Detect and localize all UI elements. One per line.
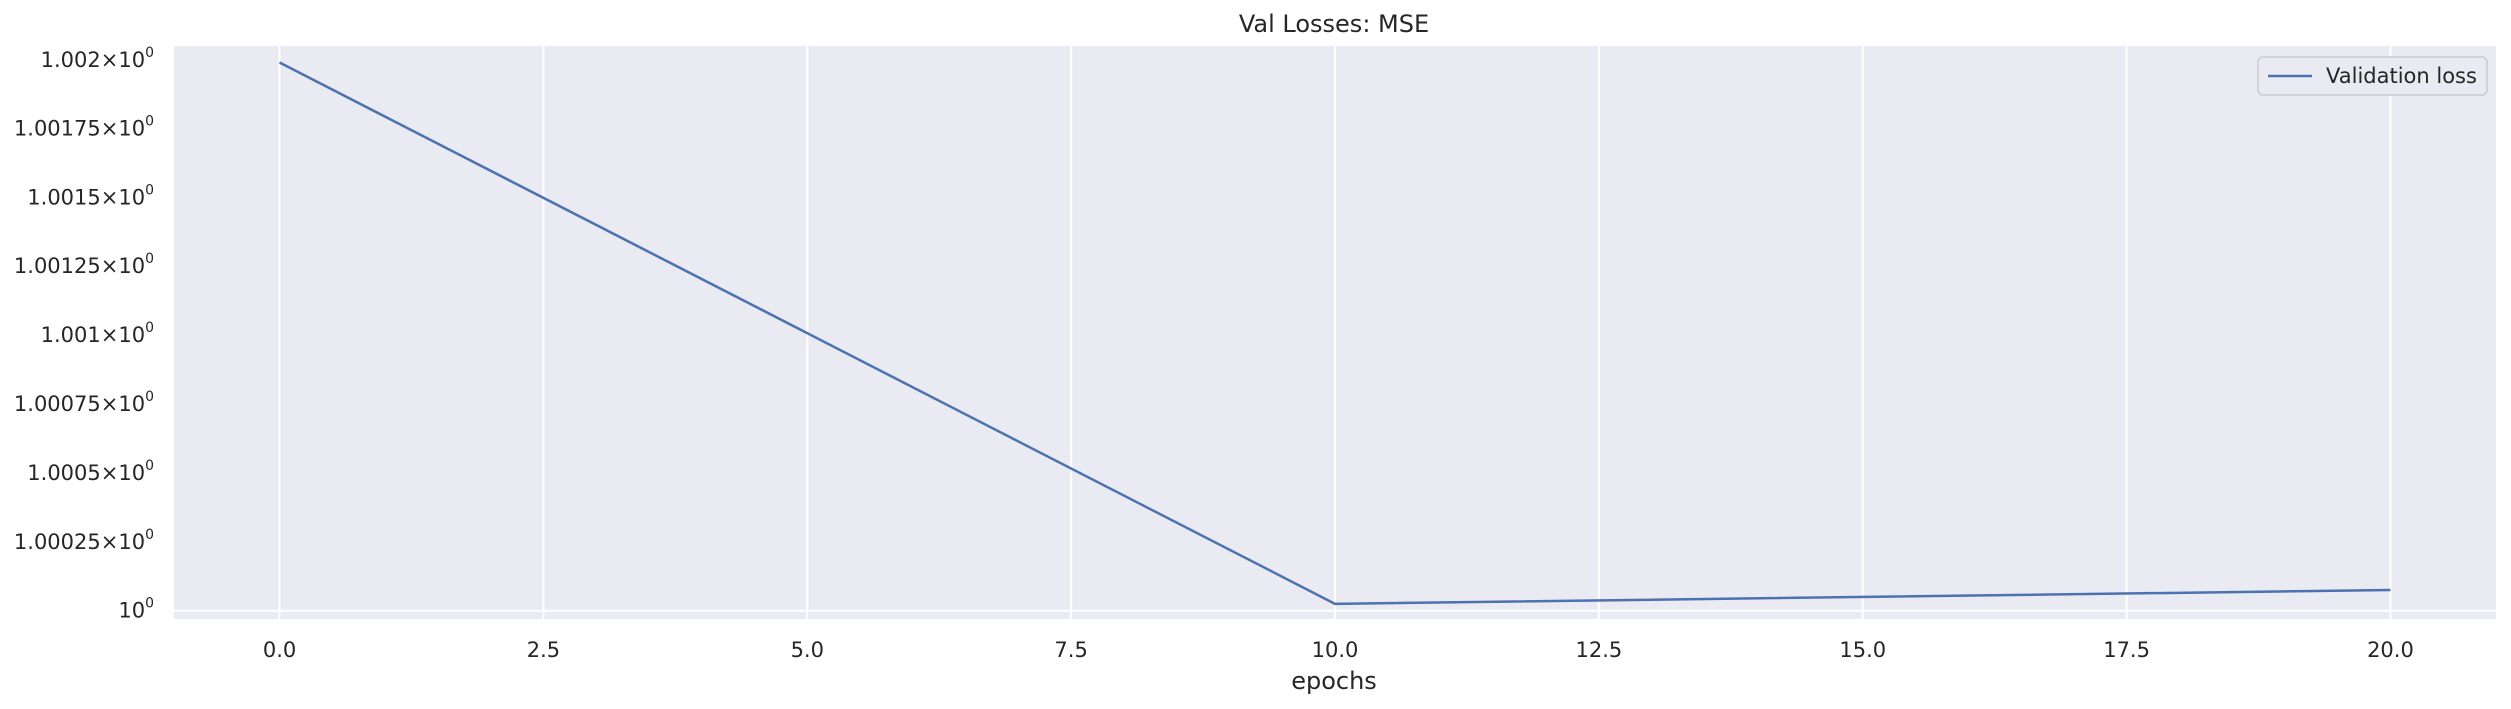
y-tick-label: 1.00175×100 <box>14 114 154 141</box>
x-tick-label: 2.5 <box>527 638 560 662</box>
legend: Validation loss <box>2257 56 2488 96</box>
chart-title: Val Losses: MSE <box>1239 10 1429 38</box>
x-tick-label: 10.0 <box>1312 638 1359 662</box>
legend-box <box>2257 56 2488 96</box>
x-tick-label: 20.0 <box>2367 638 2414 662</box>
x-axis-label: epochs <box>1291 667 1377 695</box>
legend-label: Validation loss <box>2326 64 2477 88</box>
x-axis-ticks: 0.0 2.5 5.0 7.5 10.0 12.5 15.0 17.5 20.0 <box>263 638 2414 662</box>
x-tick-label: 17.5 <box>2103 638 2150 662</box>
y-tick-label: 1.00025×100 <box>14 527 154 554</box>
y-tick-label: 1.002×100 <box>41 45 154 72</box>
series-lines <box>278 61 2391 606</box>
x-tick-label: 0.0 <box>263 638 296 662</box>
y-axis-ticks: 100 1.00025×100 1.0005×100 1.00075×100 1.001… <box>14 45 154 623</box>
x-tick-label: 7.5 <box>1054 638 1087 662</box>
x-tick-label: 12.5 <box>1575 638 1622 662</box>
y-tick-label: 1.001×100 <box>41 320 154 347</box>
x-tick-label: 15.0 <box>1839 638 1886 662</box>
y-tick-label: 1.0005×100 <box>27 458 154 485</box>
y-tick-label: 100 <box>118 596 154 623</box>
y-tick-label: 1.00125×100 <box>14 251 154 278</box>
x-tick-label: 5.0 <box>791 638 824 662</box>
y-tick-label: 1.00075×100 <box>14 389 154 416</box>
series-line <box>278 61 2391 606</box>
y-tick-label: 1.0015×100 <box>27 182 154 209</box>
